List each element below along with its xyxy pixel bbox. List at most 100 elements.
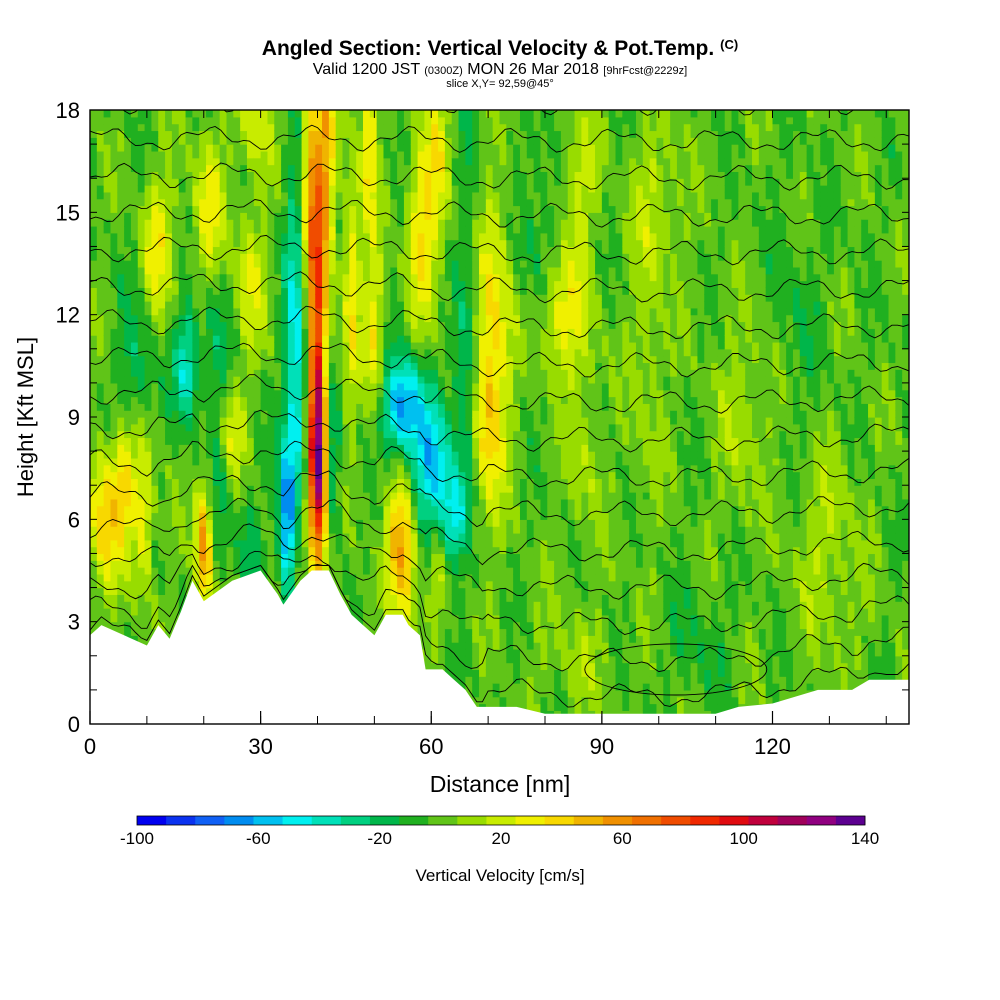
velocity-cell <box>137 478 146 486</box>
velocity-cell <box>267 253 275 261</box>
velocity-cell <box>458 246 466 254</box>
velocity-cell <box>356 464 364 473</box>
velocity-cell <box>328 137 337 145</box>
velocity-cell <box>390 410 398 418</box>
velocity-cell <box>294 225 303 234</box>
valid-time: Valid 1200 JST <box>312 61 420 78</box>
velocity-cell <box>171 369 180 377</box>
velocity-cell <box>294 198 303 207</box>
velocity-cell <box>356 560 364 568</box>
velocity-cell <box>322 157 330 166</box>
velocity-cell <box>117 314 125 323</box>
velocity-cell <box>281 417 289 425</box>
velocity-cell <box>192 287 200 295</box>
velocity-cell <box>192 341 200 350</box>
velocity-cell <box>253 348 262 357</box>
velocity-cell <box>390 532 398 541</box>
velocity-cell <box>253 280 262 288</box>
velocity-cell <box>281 485 289 493</box>
velocity-cell <box>240 389 248 398</box>
velocity-cell <box>363 116 371 125</box>
velocity-cell <box>322 457 330 466</box>
velocity-cell <box>315 260 323 268</box>
velocity-cell <box>444 601 453 609</box>
velocity-cell <box>322 273 330 282</box>
velocity-cell <box>301 492 309 500</box>
velocity-cell <box>342 301 350 309</box>
velocity-cell <box>308 273 316 282</box>
velocity-cell <box>458 301 466 309</box>
velocity-cell <box>212 205 221 213</box>
velocity-cell <box>369 287 378 295</box>
velocity-cell <box>240 567 248 575</box>
velocity-cell <box>165 573 173 582</box>
velocity-cell <box>199 287 207 295</box>
velocity-cell <box>178 376 187 384</box>
velocity-cell <box>390 492 398 500</box>
velocity-cell <box>315 341 323 350</box>
velocity-cell <box>363 246 371 254</box>
velocity-cell <box>171 457 180 466</box>
velocity-cell <box>363 546 371 555</box>
velocity-cell <box>233 362 241 370</box>
velocity-cell <box>465 628 473 636</box>
velocity-cell <box>171 485 180 493</box>
velocity-cell <box>403 144 412 152</box>
velocity-cell <box>267 580 275 589</box>
velocity-cell <box>342 498 350 507</box>
velocity-cell <box>438 410 446 418</box>
velocity-cell <box>253 144 262 152</box>
velocity-cell <box>376 348 385 357</box>
velocity-cell <box>206 212 214 220</box>
velocity-cell <box>90 335 98 343</box>
velocity-cell <box>301 423 309 432</box>
velocity-cell <box>397 362 405 370</box>
velocity-cell <box>144 178 153 186</box>
velocity-cell <box>369 225 378 234</box>
velocity-cell <box>233 253 241 261</box>
velocity-cell <box>192 335 200 343</box>
velocity-cell <box>308 505 316 514</box>
velocity-cell <box>96 191 105 200</box>
velocity-cell <box>165 260 173 268</box>
velocity-cell <box>212 266 221 275</box>
velocity-cell <box>410 444 419 452</box>
velocity-cell <box>322 321 330 329</box>
velocity-cell <box>383 246 391 254</box>
velocity-cell <box>376 260 385 268</box>
velocity-cell <box>308 307 316 316</box>
velocity-cell <box>199 335 207 343</box>
velocity-cell <box>103 464 112 473</box>
velocity-cell <box>424 498 432 507</box>
velocity-cell <box>124 314 132 323</box>
velocity-cell <box>103 587 112 595</box>
velocity-cell <box>397 205 405 213</box>
velocity-cell <box>117 376 125 384</box>
velocity-cell <box>96 444 105 452</box>
velocity-cell <box>226 376 234 384</box>
velocity-cell <box>130 150 139 159</box>
velocity-cell <box>458 294 466 302</box>
velocity-cell <box>212 526 221 534</box>
velocity-cell <box>431 546 439 555</box>
velocity-cell <box>130 205 139 213</box>
velocity-cell <box>424 396 432 404</box>
velocity-cell <box>90 191 98 200</box>
slice-info: slice X,Y= 92,59@45° <box>446 78 554 90</box>
velocity-cell <box>185 301 193 309</box>
velocity-cell <box>335 587 344 595</box>
velocity-cell <box>328 403 337 411</box>
velocity-cell <box>301 253 309 261</box>
velocity-cell <box>260 280 269 288</box>
velocity-cell <box>246 294 255 302</box>
velocity-cell <box>110 171 118 179</box>
velocity-cell <box>403 225 412 234</box>
velocity-cell <box>294 164 303 172</box>
velocity-cell <box>144 335 153 343</box>
velocity-cell <box>103 553 112 561</box>
velocity-cell <box>281 253 289 261</box>
velocity-cell <box>96 417 105 425</box>
velocity-cell <box>137 512 146 520</box>
velocity-cell <box>363 567 371 575</box>
velocity-cell <box>185 471 193 479</box>
